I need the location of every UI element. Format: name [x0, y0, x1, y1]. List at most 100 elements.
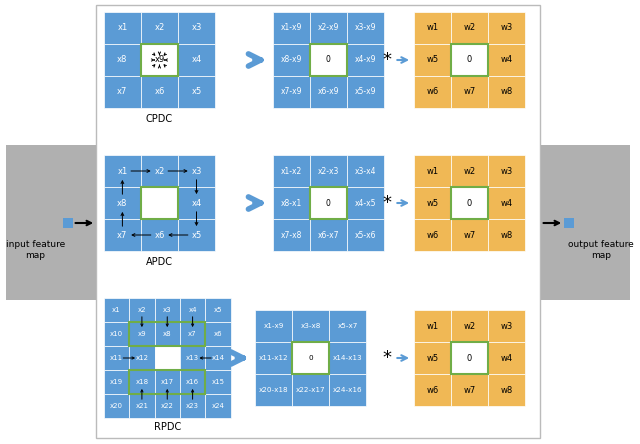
- Bar: [310, 187, 347, 219]
- Bar: [178, 44, 215, 76]
- Text: x22-x17: x22-x17: [296, 387, 325, 393]
- Bar: [488, 310, 525, 342]
- Text: x8-x1: x8-x1: [280, 198, 301, 207]
- Bar: [205, 370, 230, 394]
- Bar: [180, 298, 205, 322]
- Bar: [414, 187, 451, 219]
- Bar: [329, 342, 366, 374]
- Bar: [255, 310, 292, 342]
- Bar: [141, 44, 178, 76]
- Text: x23: x23: [186, 403, 199, 409]
- Text: x12: x12: [136, 355, 148, 361]
- Text: 0: 0: [467, 56, 472, 64]
- Text: x13: x13: [186, 355, 199, 361]
- Text: x1: x1: [117, 166, 127, 175]
- Bar: [451, 310, 488, 342]
- Bar: [347, 155, 384, 187]
- Text: x5: x5: [214, 307, 222, 313]
- Text: x1-x9: x1-x9: [280, 24, 302, 32]
- Bar: [178, 219, 215, 251]
- Bar: [347, 76, 384, 108]
- Text: x3: x3: [163, 307, 172, 313]
- Text: x3-x8: x3-x8: [300, 323, 321, 329]
- Bar: [155, 298, 180, 322]
- Bar: [451, 342, 488, 374]
- Text: w4: w4: [500, 353, 513, 362]
- Text: x19: x19: [110, 379, 123, 385]
- Bar: [104, 370, 129, 394]
- Text: 0: 0: [326, 198, 331, 207]
- Bar: [180, 394, 205, 418]
- Bar: [129, 322, 205, 346]
- Bar: [292, 374, 329, 406]
- Text: w7: w7: [463, 87, 476, 96]
- Text: 0: 0: [467, 198, 472, 207]
- Text: w2: w2: [463, 321, 476, 330]
- Bar: [96, 5, 540, 438]
- Text: w2: w2: [463, 166, 476, 175]
- Bar: [451, 187, 488, 219]
- Text: x9: x9: [154, 56, 164, 64]
- Text: x4-x5: x4-x5: [355, 198, 376, 207]
- Text: x5-x6: x5-x6: [355, 230, 376, 239]
- Bar: [310, 76, 347, 108]
- Bar: [414, 76, 451, 108]
- Text: x18: x18: [135, 379, 148, 385]
- Bar: [347, 219, 384, 251]
- Text: *: *: [382, 51, 391, 69]
- Bar: [63, 218, 73, 228]
- Bar: [310, 187, 347, 219]
- Text: x16: x16: [186, 379, 199, 385]
- Text: x17: x17: [161, 379, 174, 385]
- Bar: [141, 187, 178, 219]
- Text: x20: x20: [110, 403, 123, 409]
- Text: x2-x3: x2-x3: [317, 166, 339, 175]
- Bar: [488, 374, 525, 406]
- Text: w5: w5: [426, 198, 438, 207]
- Text: x1: x1: [117, 24, 127, 32]
- Text: output feature
map: output feature map: [568, 240, 634, 260]
- Text: *: *: [382, 349, 391, 367]
- Text: x7-x8: x7-x8: [280, 230, 302, 239]
- Bar: [104, 219, 141, 251]
- Bar: [273, 12, 310, 44]
- Bar: [488, 187, 525, 219]
- Text: x3: x3: [191, 24, 202, 32]
- Bar: [488, 342, 525, 374]
- Bar: [180, 370, 205, 394]
- Text: x3-x4: x3-x4: [355, 166, 376, 175]
- Text: x2-x9: x2-x9: [317, 24, 339, 32]
- Text: x24: x24: [211, 403, 225, 409]
- Text: x22: x22: [161, 403, 173, 409]
- Bar: [329, 374, 366, 406]
- Bar: [451, 44, 488, 76]
- Bar: [141, 76, 178, 108]
- Text: x14-x13: x14-x13: [333, 355, 362, 361]
- Text: x8: x8: [117, 198, 127, 207]
- Text: CPDC: CPDC: [146, 114, 173, 124]
- Bar: [488, 44, 525, 76]
- Bar: [178, 76, 215, 108]
- Text: x4: x4: [188, 307, 197, 313]
- Bar: [6, 145, 96, 300]
- Text: x11: x11: [110, 355, 123, 361]
- Text: x7: x7: [117, 230, 127, 239]
- Text: x4: x4: [191, 198, 202, 207]
- Bar: [414, 44, 451, 76]
- Text: 0: 0: [326, 56, 331, 64]
- Bar: [488, 12, 525, 44]
- Bar: [129, 370, 155, 394]
- Bar: [180, 346, 205, 370]
- Text: x6: x6: [214, 331, 222, 337]
- Text: w1: w1: [426, 166, 438, 175]
- Text: input feature
map: input feature map: [6, 240, 65, 260]
- Text: w7: w7: [463, 385, 476, 395]
- Text: x9: x9: [138, 331, 146, 337]
- Text: x4: x4: [191, 56, 202, 64]
- Bar: [104, 12, 141, 44]
- Bar: [178, 12, 215, 44]
- Bar: [273, 76, 310, 108]
- Bar: [451, 44, 488, 76]
- Text: x6: x6: [154, 230, 164, 239]
- Text: x5-x9: x5-x9: [355, 87, 376, 96]
